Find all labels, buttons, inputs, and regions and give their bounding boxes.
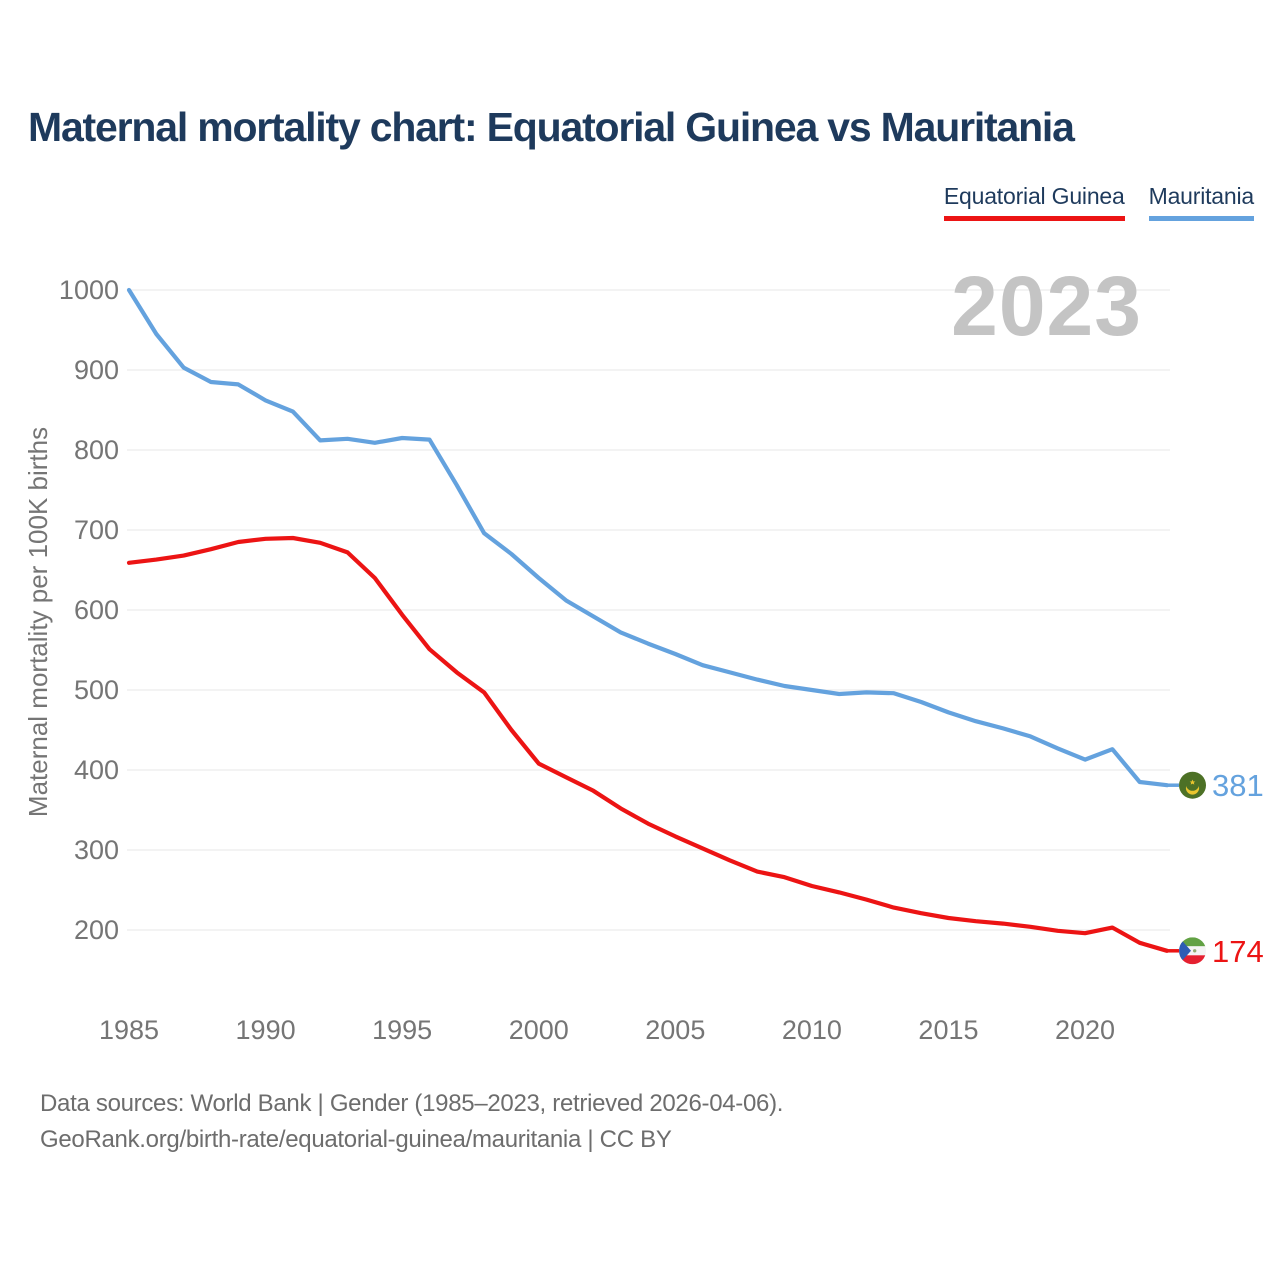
y-tick-label: 300 xyxy=(74,835,119,865)
legend-label-mauritania: Mauritania xyxy=(1148,183,1255,209)
year-watermark: 2023 xyxy=(951,259,1142,353)
x-tick-label: 1990 xyxy=(236,1015,296,1045)
y-tick-label: 200 xyxy=(74,915,119,945)
y-tick-label: 400 xyxy=(74,755,119,785)
x-tick-label: 1995 xyxy=(372,1015,432,1045)
y-tick-label: 900 xyxy=(74,355,119,385)
y-tick-label: 800 xyxy=(74,435,119,465)
chart-footer: Data sources: World Bank | Gender (1985–… xyxy=(40,1086,783,1157)
x-tick-label: 2010 xyxy=(782,1015,842,1045)
x-tick-label: 2000 xyxy=(509,1015,569,1045)
series-line-mauritania xyxy=(126,287,1170,788)
y-tick-label: 600 xyxy=(74,595,119,625)
equatorial-guinea-flag-icon xyxy=(1179,937,1206,965)
y-tick-label: 700 xyxy=(74,515,119,545)
x-tick-label: 2005 xyxy=(645,1015,705,1045)
mauritania-end-value: 381 xyxy=(1212,768,1264,803)
y-axis-title: Maternal mortality per 100K births xyxy=(23,427,53,817)
legend-label-equatorial-guinea: Equatorial Guinea xyxy=(943,183,1125,209)
series-line-equatorial-guinea xyxy=(126,535,1170,953)
x-tick-label: 2015 xyxy=(918,1015,978,1045)
y-tick-label: 500 xyxy=(74,675,119,705)
chart-plot-area: 1000 900 800 700 600 500 400 300 200 1985 1990 1995… xyxy=(59,275,1179,1045)
legend-item-mauritania[interactable]: Mauritania xyxy=(1148,183,1255,221)
footer-sources-line: Data sources: World Bank | Gender (1985–… xyxy=(40,1090,784,1117)
y-tick-label: 1000 xyxy=(59,275,119,305)
equatorial-guinea-end-value: 174 xyxy=(1212,934,1264,969)
legend: Equatorial Guinea Mauritania xyxy=(943,183,1255,221)
footer-attribution-line: GeoRank.org/birth-rate/equatorial-guinea… xyxy=(40,1125,672,1153)
x-tick-label: 2020 xyxy=(1055,1015,1115,1045)
legend-item-equatorial-guinea[interactable]: Equatorial Guinea xyxy=(943,183,1125,221)
page-title: Maternal mortality chart: Equatorial Gui… xyxy=(28,104,1075,150)
mauritania-flag-icon xyxy=(1179,771,1206,799)
x-tick-label: 1985 xyxy=(99,1015,159,1045)
